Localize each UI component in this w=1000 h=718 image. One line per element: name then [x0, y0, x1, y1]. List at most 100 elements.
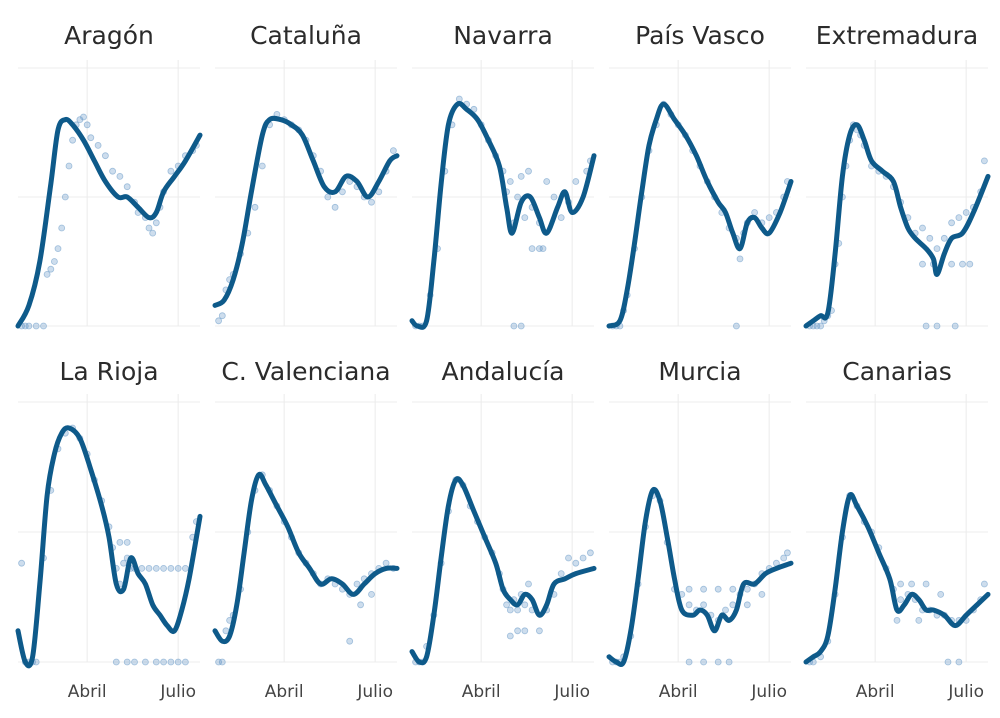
- data-point: [116, 539, 124, 546]
- data-point: [331, 203, 339, 211]
- data-point: [981, 580, 988, 588]
- data-point: [160, 658, 168, 666]
- series-line: [409, 100, 597, 330]
- data-point: [525, 580, 532, 588]
- data-point: [729, 585, 737, 593]
- data-point: [123, 658, 131, 666]
- x-tick-label: Abril: [265, 682, 304, 702]
- series-line: [212, 471, 400, 645]
- data-point: [926, 234, 934, 242]
- data-point: [83, 121, 91, 129]
- series-line: [606, 101, 794, 329]
- data-point: [933, 245, 941, 253]
- data-point: [733, 322, 740, 330]
- series-line: [803, 122, 991, 329]
- data-point: [357, 601, 365, 609]
- data-point: [149, 229, 157, 237]
- data-point: [955, 658, 963, 666]
- data-point: [141, 658, 149, 666]
- data-point: [937, 591, 945, 598]
- data-point: [743, 585, 751, 593]
- data-point: [346, 637, 354, 645]
- data-point: [94, 141, 102, 149]
- data-point: [922, 580, 930, 588]
- data-point: [18, 559, 26, 567]
- data-point: [565, 554, 572, 562]
- data-point: [503, 601, 511, 609]
- data-point: [948, 260, 955, 268]
- data-point: [685, 585, 693, 593]
- panel-title: Aragón: [64, 21, 154, 50]
- panel-canarias: Canarias Abril Julio: [803, 357, 991, 702]
- panel-title: Cataluña: [250, 21, 362, 50]
- data-point: [725, 658, 733, 666]
- data-point: [521, 601, 529, 609]
- data-point: [43, 270, 51, 278]
- data-point: [32, 322, 40, 330]
- data-point: [382, 559, 390, 567]
- data-point: [167, 658, 175, 666]
- data-point: [962, 209, 970, 216]
- data-point: [138, 565, 146, 572]
- panel-aragon: Aragón: [15, 21, 203, 330]
- panel-title: Canarias: [842, 357, 952, 386]
- series-line: [606, 486, 794, 667]
- data-point: [21, 322, 29, 330]
- panel-title: Andalucía: [442, 357, 565, 386]
- data-point: [587, 549, 594, 557]
- data-point: [506, 632, 514, 640]
- panel-title: Murcia: [658, 357, 741, 386]
- data-point: [959, 260, 966, 268]
- data-point: [258, 162, 266, 170]
- x-tick-label: Julio: [356, 682, 393, 702]
- data-point: [714, 585, 722, 593]
- x-tick-label: Abril: [68, 682, 107, 702]
- data-point: [784, 549, 791, 557]
- panel-andalucia: Andalucía Abril Julio: [409, 357, 597, 702]
- data-point: [908, 580, 915, 588]
- data-point: [61, 193, 69, 201]
- data-point: [722, 606, 729, 614]
- panel-navarra: Navarra: [409, 21, 597, 330]
- data-point: [536, 627, 543, 635]
- data-point: [528, 245, 536, 253]
- data-point: [251, 203, 259, 211]
- data-point: [521, 627, 529, 635]
- panel-title: Extremadura: [816, 21, 979, 50]
- panel-murcia: Murcia Abril Julio: [606, 357, 794, 702]
- series-line: [15, 425, 203, 669]
- data-point: [389, 147, 397, 155]
- data-point: [324, 193, 332, 201]
- data-point: [700, 601, 707, 609]
- data-point: [944, 658, 952, 666]
- data-point: [338, 188, 346, 196]
- x-tick-label: Julio: [947, 682, 984, 702]
- data-point: [181, 565, 189, 572]
- data-point: [69, 136, 76, 144]
- x-tick-label: Julio: [553, 682, 590, 702]
- panel-la-rioja: La Rioja Abril Julio: [15, 357, 203, 702]
- x-tick-label: Julio: [750, 682, 787, 702]
- panel-title: C. Valenciana: [221, 357, 390, 386]
- data-point: [506, 178, 514, 185]
- data-point: [54, 245, 62, 253]
- data-point: [174, 565, 182, 572]
- data-point: [40, 322, 47, 330]
- data-point: [780, 554, 788, 562]
- data-point: [145, 565, 153, 572]
- data-point: [817, 322, 824, 330]
- series-line: [803, 492, 991, 665]
- data-point: [353, 580, 361, 588]
- data-point: [933, 322, 941, 330]
- data-point: [940, 234, 948, 242]
- data-point: [758, 591, 766, 598]
- data-point: [919, 260, 926, 268]
- data-point: [955, 214, 963, 222]
- data-point: [368, 591, 375, 598]
- data-point: [123, 539, 131, 546]
- data-point: [951, 322, 959, 330]
- data-point: [120, 559, 127, 567]
- data-point: [109, 167, 116, 175]
- x-tick-label: Abril: [462, 682, 501, 702]
